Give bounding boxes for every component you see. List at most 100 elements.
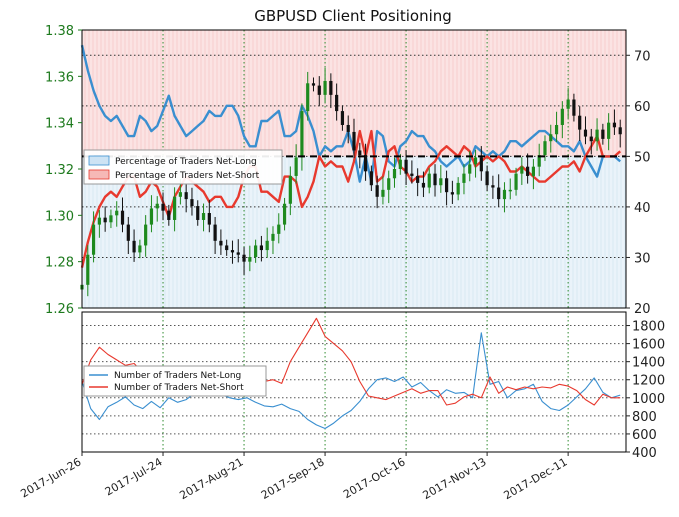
legend-swatch-net-short (88, 169, 110, 180)
price-candle-body (311, 83, 316, 86)
price-candle-body (618, 127, 622, 135)
price-candle-body (178, 192, 182, 197)
bottom-panel: 400 600 800 1000 1200 1400 1600 1800 Number of T… (18, 311, 665, 502)
price-candle-body (502, 189, 507, 200)
price-candlesticks (80, 67, 622, 297)
bottom-legend-box (83, 365, 267, 397)
percentage-axis-tick-label: 30 (634, 251, 651, 266)
count-axis-tick-label: 1200 (632, 374, 665, 389)
price-candle-body (410, 173, 414, 176)
price-candle-body (416, 175, 420, 183)
price-candle-body (97, 217, 101, 225)
price-candle-body (554, 124, 559, 135)
price-candle-body (213, 224, 217, 241)
price-candle-body (381, 189, 385, 197)
price-axis-tick-label: 1.38 (45, 24, 74, 39)
bottom-legend: Number of Traders Net-Long Number of Trad… (83, 365, 267, 397)
percentage-axis-tick-label: 20 (634, 302, 651, 317)
price-candle-body (184, 192, 188, 200)
price-candle-body (259, 245, 264, 251)
price-candle-body (201, 213, 206, 220)
price-candle-body (520, 166, 524, 174)
price-candle-body (207, 213, 211, 225)
percentage-axis-tick-label: 50 (634, 150, 651, 165)
price-candle-body (323, 80, 327, 95)
price-candle-body (340, 111, 345, 125)
x-axis-tick-label: 2017-Jul-24 (103, 455, 165, 498)
price-candle-body (120, 210, 125, 225)
price-candle-body (248, 257, 252, 262)
price-candle-body (138, 245, 142, 253)
price-candle-body (537, 155, 541, 167)
count-axis-tick-label: 400 (632, 446, 657, 461)
price-candle-body (404, 159, 408, 174)
price-candle-body (103, 217, 107, 223)
price-candle-body (421, 182, 426, 188)
count-axis-tick-label: 1000 (632, 392, 665, 407)
count-axis-tick-label: 1400 (632, 356, 665, 371)
price-candle-body (155, 203, 159, 209)
price-candle-body (317, 85, 321, 95)
price-candle-body (491, 185, 495, 188)
price-candle-body (242, 254, 246, 262)
count-axis-tick-label: 1600 (632, 338, 665, 353)
price-candle-body (352, 131, 356, 151)
price-axis-tick-label: 1.32 (45, 163, 74, 178)
count-axis-tick-label: 800 (632, 410, 657, 425)
legend-swatch-net-long (88, 155, 110, 166)
price-candle-body (115, 210, 119, 216)
price-axis-tick-label: 1.26 (45, 302, 74, 317)
price-candle-body (358, 150, 362, 156)
price-candle-body (91, 224, 96, 255)
price-candle-body (132, 240, 136, 253)
x-axis-tick-label: 2017-Jun-26 (18, 455, 83, 500)
price-candle-body (375, 185, 379, 197)
price-candle-body (236, 252, 240, 255)
price-candle-body (230, 250, 235, 253)
percentage-axis-tick-label: 40 (634, 201, 651, 216)
price-candle-body (468, 164, 472, 174)
price-candle-body (433, 173, 437, 186)
price-candle-body (508, 189, 512, 192)
price-candle-body (126, 224, 130, 241)
price-candle-body (149, 208, 154, 225)
price-candle-body (271, 233, 275, 241)
top-legend-box (83, 149, 283, 185)
price-axis-tick-label: 1.34 (45, 117, 74, 132)
price-candle-body (473, 157, 478, 165)
price-candle-body (300, 111, 304, 158)
price-candle-body (294, 157, 298, 176)
price-axis-tick-label: 1.28 (45, 256, 74, 271)
legend-label-net-long-count: Number of Traders Net-Long (114, 371, 241, 381)
x-axis-tick-label: 2017-Dec-11 (501, 455, 569, 502)
price-candle-body (595, 129, 599, 142)
price-candle-body (543, 141, 547, 156)
count-axis-tick-label: 1800 (632, 320, 665, 335)
legend-label-net-short-percentage: Percentage of Traders Net-Short (115, 171, 260, 181)
price-candle-body (583, 129, 588, 137)
price-candle-body (172, 196, 177, 220)
price-candle-body (167, 210, 171, 220)
price-candle-body (450, 192, 454, 195)
price-candle-body (485, 171, 489, 186)
price-candle-body (306, 83, 310, 112)
price-candle-body (190, 199, 194, 207)
price-candle-body (514, 173, 518, 190)
price-candle-body (439, 178, 443, 186)
price-axis-tick-label: 1.36 (45, 70, 74, 85)
price-candle-body (589, 136, 593, 142)
price-candle-body (578, 115, 582, 130)
price-candle-body (497, 187, 501, 200)
price-candle-body (526, 166, 530, 176)
chart-title: GBPUSD Client Positioning (254, 7, 452, 25)
price-candle-body (479, 157, 483, 172)
price-candle-body (161, 203, 165, 211)
price-candle-body (144, 224, 148, 246)
x-axis-tick-label: 2017-Nov-13 (421, 455, 489, 502)
price-candle-body (607, 122, 611, 139)
price-candle-body (288, 175, 292, 204)
price-candle-body (219, 240, 223, 246)
price-candle-body (363, 155, 368, 172)
legend-label-net-short-count: Number of Traders Net-Short (114, 383, 244, 393)
